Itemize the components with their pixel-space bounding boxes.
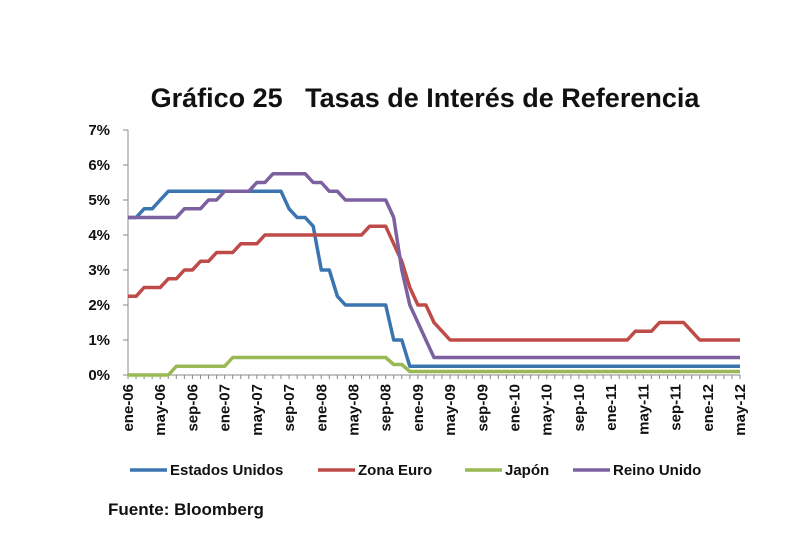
x-tick-label: ene-08 bbox=[313, 384, 330, 432]
legend-label: Zona Euro bbox=[358, 462, 432, 479]
x-tick-label: sep-08 bbox=[378, 384, 395, 432]
x-tick-label: may-08 bbox=[345, 384, 362, 436]
source-note: Fuente: Bloomberg bbox=[108, 500, 264, 519]
y-tick-label: 5% bbox=[88, 192, 110, 209]
x-tick-label: may-07 bbox=[249, 384, 266, 436]
y-tick-label: 2% bbox=[88, 297, 110, 314]
x-tick-label: may-11 bbox=[635, 384, 652, 435]
legend-label: Estados Unidos bbox=[170, 462, 283, 479]
y-tick-label: 4% bbox=[88, 227, 110, 244]
x-tick-label: sep-10 bbox=[571, 384, 588, 432]
y-tick-label: 0% bbox=[88, 367, 110, 384]
y-axis-ticks: 0% 1% 2% 3% 4% 5% 6% 7% bbox=[88, 122, 128, 384]
x-tick-label: ene-10 bbox=[507, 384, 524, 432]
series-line bbox=[128, 224, 740, 342]
y-tick-label: 7% bbox=[88, 122, 110, 139]
x-tick-label: may-10 bbox=[539, 384, 556, 436]
x-tick-label: may-06 bbox=[152, 384, 169, 436]
x-tick-label: sep-07 bbox=[281, 384, 298, 432]
chart-series bbox=[128, 172, 740, 377]
y-tick-label: 3% bbox=[88, 262, 110, 279]
chart-title: Gráfico 25 Tasas de Interés de Referenci… bbox=[151, 83, 701, 113]
x-tick-label: ene-11 bbox=[603, 384, 620, 431]
series-line bbox=[128, 189, 740, 369]
y-tick-label: 1% bbox=[88, 332, 110, 349]
x-tick-label: may-12 bbox=[732, 384, 749, 436]
x-tick-label: sep-09 bbox=[474, 384, 491, 432]
x-tick-label: ene-07 bbox=[217, 384, 234, 432]
x-tick-label: ene-06 bbox=[120, 384, 137, 432]
x-tick-label: sep-06 bbox=[184, 384, 201, 432]
x-axis-ticks: ene-06 may-06 sep-06 ene-07 may-07 sep-07 ene-… bbox=[120, 375, 749, 436]
x-tick-label: may-09 bbox=[442, 384, 459, 436]
chart-legend: Estados Unidos Zona Euro Japón Reino Unido bbox=[130, 462, 701, 479]
legend-label: Reino Unido bbox=[613, 462, 701, 479]
series-line bbox=[128, 172, 740, 360]
legend-label: Japón bbox=[505, 462, 549, 479]
x-tick-label: sep-11 bbox=[668, 384, 685, 431]
series-line bbox=[128, 355, 740, 377]
y-tick-label: 6% bbox=[88, 157, 110, 174]
x-tick-label: ene-09 bbox=[410, 384, 427, 432]
x-tick-label: ene-12 bbox=[700, 384, 717, 432]
